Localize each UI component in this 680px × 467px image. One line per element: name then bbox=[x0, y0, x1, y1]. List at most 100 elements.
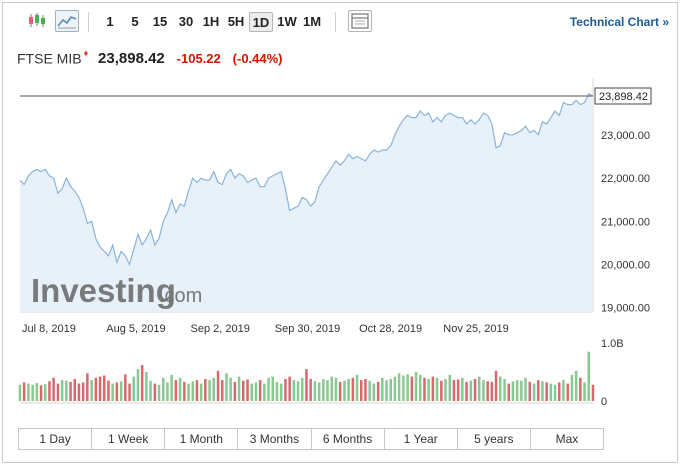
toolbar-separator bbox=[335, 12, 336, 32]
range-1-day[interactable]: 1 Day bbox=[19, 429, 93, 449]
volume-bar bbox=[419, 374, 422, 401]
volume-bar bbox=[98, 376, 102, 401]
date-tick-label: Sep 30, 2019 bbox=[275, 323, 340, 335]
volume-bar bbox=[174, 380, 178, 401]
volume-bar bbox=[216, 370, 220, 401]
volume-bar bbox=[166, 382, 169, 401]
interval-5h-button[interactable]: 5H bbox=[227, 14, 245, 29]
volume-max-label: 1.0B bbox=[601, 338, 624, 350]
volume-bar bbox=[317, 382, 321, 401]
price-area bbox=[20, 93, 593, 312]
price-line bbox=[19, 92, 594, 267]
range-5-years[interactable]: 5 years bbox=[458, 429, 531, 449]
volume-bar bbox=[56, 383, 60, 401]
volume-bar bbox=[385, 380, 388, 401]
chart-settings-button[interactable] bbox=[348, 10, 372, 32]
volume-bar bbox=[195, 380, 199, 401]
toolbar-separator bbox=[88, 12, 89, 32]
volume-bar bbox=[440, 380, 443, 401]
volume-bar bbox=[263, 383, 266, 401]
window-icon bbox=[351, 13, 369, 29]
range-1-month[interactable]: 1 Month bbox=[165, 429, 239, 449]
volume-bar bbox=[221, 380, 224, 401]
volume-bar bbox=[124, 374, 127, 401]
volume-bar bbox=[528, 381, 531, 401]
volume-bar bbox=[364, 379, 367, 401]
interval-1d-button[interactable]: 1D bbox=[249, 12, 273, 32]
volume-bar bbox=[393, 376, 397, 401]
volume-bar bbox=[22, 382, 26, 401]
volume-bar bbox=[258, 380, 262, 401]
volume-bar bbox=[347, 379, 350, 401]
interval-1min-button[interactable]: 1 bbox=[106, 14, 114, 29]
volume-bar bbox=[435, 377, 439, 401]
volume-bar bbox=[149, 380, 152, 401]
range-1-year[interactable]: 1 Year bbox=[385, 429, 458, 449]
volume-bar bbox=[103, 375, 106, 401]
candlestick-chart-button[interactable] bbox=[26, 10, 50, 32]
volume-bar bbox=[162, 377, 165, 401]
technical-chart-link[interactable]: Technical Chart » bbox=[569, 15, 669, 29]
volume-bar bbox=[44, 384, 47, 401]
volume-bar bbox=[242, 380, 245, 401]
volume-bar bbox=[90, 380, 93, 401]
volume-bar bbox=[128, 383, 131, 401]
volume-bar bbox=[456, 379, 460, 401]
volume-zero-label: 0 bbox=[601, 396, 607, 408]
volume-bar bbox=[545, 382, 548, 401]
volume-bar bbox=[431, 376, 435, 401]
range-max[interactable]: Max bbox=[555, 432, 579, 446]
volume-bar bbox=[524, 377, 527, 401]
volume-bar bbox=[73, 379, 76, 401]
price-tick-label: 21,000.00 bbox=[601, 216, 650, 228]
volume-bar bbox=[39, 385, 43, 401]
volume-bar bbox=[191, 381, 194, 401]
volume-bar bbox=[549, 383, 553, 401]
interval-1m-button[interactable]: 1M bbox=[302, 14, 322, 29]
candlestick-icon bbox=[29, 13, 45, 27]
volume-bar bbox=[271, 376, 274, 401]
interval-1w-button[interactable]: 1W bbox=[277, 14, 297, 29]
volume-bar bbox=[372, 383, 376, 401]
volume-bar bbox=[292, 380, 296, 401]
volume-bar bbox=[570, 374, 574, 401]
volume-bar bbox=[402, 375, 405, 401]
volume-bar bbox=[503, 379, 506, 401]
volume-bar bbox=[107, 380, 110, 401]
volume-bar bbox=[490, 381, 494, 401]
volume-bar bbox=[18, 384, 22, 401]
volume-bar bbox=[406, 374, 409, 401]
volume-bar bbox=[376, 381, 380, 401]
line-chart-icon bbox=[57, 16, 77, 29]
interval-30min-button[interactable]: 30 bbox=[178, 14, 194, 29]
last-price-tag-box bbox=[594, 87, 652, 105]
volume-bar bbox=[343, 380, 346, 401]
volume-bar bbox=[537, 380, 540, 401]
volume-bar bbox=[35, 383, 39, 401]
price-tick-label: 20,000.00 bbox=[601, 260, 650, 272]
volume-bar bbox=[115, 382, 119, 401]
volume-bar bbox=[31, 384, 34, 401]
volume-bar bbox=[566, 383, 569, 401]
interval-1h-button[interactable]: 1H bbox=[202, 14, 220, 29]
volume-bar bbox=[111, 383, 114, 401]
volume-axis: 1.0B 0 bbox=[601, 338, 624, 408]
volume-bar bbox=[153, 383, 157, 401]
volume-bar bbox=[478, 376, 481, 401]
volume-bar bbox=[360, 380, 363, 401]
interval-15min-button[interactable]: 15 bbox=[152, 14, 168, 29]
range-3-months[interactable]: 3 Months bbox=[238, 429, 312, 449]
price-change: -105.22 bbox=[176, 50, 221, 66]
volume-bar bbox=[469, 380, 473, 401]
volume-bar bbox=[482, 380, 485, 401]
range-1-week[interactable]: 1 Week bbox=[92, 429, 166, 449]
last-price-tag: 23,898.42 bbox=[594, 87, 652, 105]
volume-bar bbox=[326, 380, 329, 401]
volume-bar bbox=[381, 377, 384, 401]
interval-5min-button[interactable]: 5 bbox=[131, 14, 139, 29]
area-chart-button[interactable] bbox=[55, 10, 79, 32]
range-6-months[interactable]: 6 Months bbox=[312, 429, 385, 449]
volume-bar bbox=[499, 376, 502, 401]
volume-bar bbox=[254, 382, 258, 401]
